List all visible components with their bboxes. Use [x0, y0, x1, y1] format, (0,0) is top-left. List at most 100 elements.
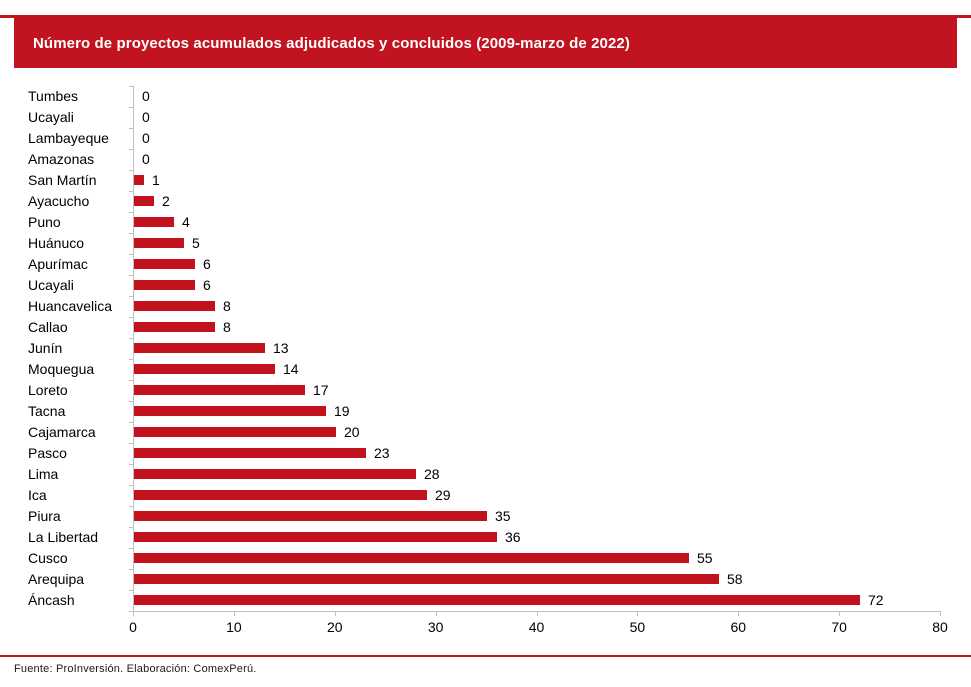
bar [134, 490, 427, 500]
category-label: Tacna [28, 403, 66, 419]
chart-row: Áncash 72 [0, 590, 971, 611]
y-axis-tick [129, 107, 133, 108]
category-label: Cusco [28, 550, 68, 566]
bar [134, 469, 416, 479]
category-label: Áncash [28, 592, 75, 608]
chart-row: Arequipa 58 [0, 569, 971, 590]
chart-title: Número de proyectos acumulados adjudicad… [33, 34, 630, 52]
bar [134, 217, 174, 227]
x-tick-label: 10 [226, 619, 242, 635]
y-axis-tick [129, 443, 133, 444]
x-axis-tick [334, 611, 336, 616]
bar [134, 238, 184, 248]
chart-row: Loreto 17 [0, 380, 971, 401]
chart-row: Junín 13 [0, 338, 971, 359]
x-tick-label: 70 [831, 619, 847, 635]
y-axis-tick [129, 506, 133, 507]
value-label: 0 [142, 88, 150, 104]
value-label: 23 [374, 445, 390, 461]
category-label: La Libertad [28, 529, 99, 545]
category-label: Pasco [28, 445, 67, 461]
bar [134, 196, 154, 206]
value-label: 4 [182, 214, 190, 230]
bar [134, 301, 215, 311]
category-label: Amazonas [28, 151, 95, 167]
value-label: 0 [142, 130, 150, 146]
y-axis-tick [129, 149, 133, 150]
y-axis-tick [129, 380, 133, 381]
value-label: 0 [142, 109, 150, 125]
y-axis-tick [129, 317, 133, 318]
bar [134, 406, 326, 416]
x-tick-label: 30 [427, 619, 444, 635]
category-label: Ucayali [28, 277, 74, 293]
value-label: 2 [162, 193, 170, 209]
source-note: Fuente: ProInversión. Elaboración: Comex… [14, 663, 257, 675]
y-axis-tick [129, 611, 133, 612]
bar [134, 364, 275, 374]
value-label: 6 [203, 256, 211, 272]
y-axis-tick [129, 128, 133, 129]
chart-row: Huánuco 5 [0, 233, 971, 254]
x-axis-tick [536, 611, 538, 616]
bar [134, 385, 305, 395]
y-axis-tick [129, 569, 133, 570]
bar [134, 595, 860, 605]
value-label: 17 [313, 382, 329, 398]
bar [134, 427, 336, 437]
category-label: Junín [28, 340, 63, 356]
x-tick-label: 40 [528, 619, 545, 635]
y-axis-tick [129, 527, 133, 528]
value-label: 28 [424, 466, 440, 482]
value-label: 20 [344, 424, 360, 440]
y-axis-tick [129, 275, 133, 276]
category-label: Apurímac [28, 256, 88, 272]
category-label: Ayacucho [28, 193, 90, 209]
y-axis-tick [129, 401, 133, 402]
chart-row: Ica 29 [0, 485, 971, 506]
bar [134, 574, 719, 584]
chart-row: Amazonas 0 [0, 149, 971, 170]
x-tick-label: 20 [326, 619, 343, 635]
value-label: 13 [273, 340, 289, 356]
y-axis-tick [129, 590, 133, 591]
bar [134, 280, 195, 290]
chart-row: Apurímac 6 [0, 254, 971, 275]
x-axis-tick [738, 611, 740, 616]
x-axis-tick [233, 611, 235, 616]
chart-row: Puno 4 [0, 212, 971, 233]
category-label: Callao [28, 319, 68, 335]
bar [134, 175, 144, 185]
category-label: Puno [28, 214, 61, 230]
value-label: 5 [192, 235, 200, 251]
value-label: 14 [283, 361, 299, 377]
value-label: 19 [334, 403, 350, 419]
chart-row: Cusco 55 [0, 548, 971, 569]
chart-row: Callao 8 [0, 317, 971, 338]
category-label: Arequipa [28, 571, 85, 587]
y-axis-tick [129, 233, 133, 234]
bar [134, 511, 487, 521]
category-label: Cajamarca [28, 424, 96, 440]
bar [134, 343, 265, 353]
value-label: 58 [727, 571, 743, 587]
bar-chart: 0 10 20 30 40 50 60 70 80 Tumbes 0 Ucayali 0 Lambayeq… [0, 86, 971, 646]
chart-row: Pasco 23 [0, 443, 971, 464]
bar [134, 532, 497, 542]
y-axis-tick [129, 86, 133, 87]
category-label: San Martín [28, 172, 97, 188]
x-tick-label: 60 [730, 619, 747, 635]
y-axis-tick [129, 191, 133, 192]
footer-red-rule [0, 655, 971, 657]
category-label: Tumbes [28, 88, 79, 104]
bar [134, 448, 366, 458]
y-axis-tick [129, 212, 133, 213]
x-axis-tick [637, 611, 639, 616]
chart-row: Piura 35 [0, 506, 971, 527]
category-label: Lima [28, 466, 59, 482]
chart-row: Lambayeque 0 [0, 128, 971, 149]
bar [134, 259, 195, 269]
category-label: Huánuco [28, 235, 85, 251]
x-axis-tick [839, 611, 841, 616]
